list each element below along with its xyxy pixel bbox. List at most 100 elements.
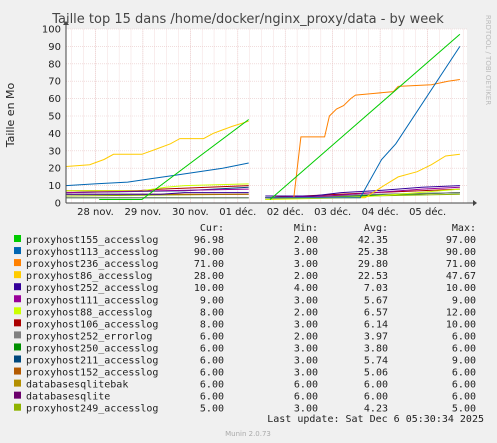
legend-swatch [14, 235, 21, 242]
x-tick-label: 29 nov. [125, 207, 162, 218]
series-line-proxyhost155_accesslog [269, 33, 461, 200]
series-line-proxyhost111_accesslog [65, 188, 249, 194]
legend-swatch [14, 355, 21, 363]
legend-max: 6.00 [452, 380, 476, 391]
y-tick-label: 100 [42, 25, 61, 36]
legend-name: proxyhost211_accesslog [26, 356, 158, 367]
legend-name: proxyhost88_accesslog [26, 307, 152, 318]
legend-swatch [14, 271, 21, 279]
legend-max: 97.00 [446, 235, 476, 246]
legend-max: 10.00 [446, 319, 476, 330]
legend-name: proxyhost113_accesslog [26, 247, 158, 258]
legend-avg: 22.53 [358, 271, 388, 282]
series-line-proxyhost86_accesslog [265, 153, 460, 199]
legend-swatch [14, 295, 21, 303]
legend-min: 2.00 [294, 271, 318, 282]
y-tick-label: 60 [48, 94, 61, 105]
series-line-proxyhost86_accesslog [65, 120, 249, 167]
legend-swatch [14, 391, 21, 399]
legend-name: proxyhost249_accesslog [26, 404, 158, 415]
legend-max: 12.00 [446, 307, 476, 318]
legend-name: proxyhost152_accesslog [26, 368, 158, 379]
legend-cur: 90.00 [194, 247, 224, 258]
legend-avg: 6.14 [364, 319, 388, 330]
legend-max: 10.00 [446, 283, 476, 294]
legend-avg: 4.23 [364, 404, 388, 415]
legend-name: proxyhost236_accesslog [26, 259, 158, 270]
legend-min: 4.00 [294, 283, 318, 294]
y-tick-label: 80 [48, 59, 61, 70]
legend-cur: 9.00 [200, 295, 224, 306]
legend-min: 3.00 [294, 343, 318, 354]
y-tick-label: 90 [48, 42, 61, 53]
last-update: Last update: Sat Dec 6 05:30:34 2025 [267, 414, 484, 425]
legend-min: 3.00 [294, 295, 318, 306]
legend-avg: 29.80 [358, 259, 388, 270]
legend-name: proxyhost86_accesslog [26, 271, 152, 282]
legend-header: Cur: [200, 223, 224, 234]
y-tick-label: 10 [48, 181, 61, 192]
x-tick-label: 28 nov. [77, 207, 114, 218]
legend-avg: 7.03 [364, 283, 388, 294]
legend-min: 2.00 [294, 331, 318, 342]
legend-max: 6.00 [452, 392, 476, 403]
legend-cur: 6.00 [200, 343, 224, 354]
legend-max: 5.00 [452, 404, 476, 415]
legend: Cur: Min: Avg: Max: proxyhost155_accesslog 96… [14, 223, 476, 415]
legend-swatch [14, 247, 21, 255]
legend-name: databasesqlite [26, 392, 110, 403]
legend-min: 3.00 [294, 356, 318, 367]
legend-swatch [14, 343, 21, 351]
legend-cur: 28.00 [194, 271, 224, 282]
legend-cur: 71.00 [194, 259, 224, 270]
legend-min: 6.00 [294, 380, 318, 391]
munin-version: Munin 2.0.73 [225, 430, 271, 438]
legend-max: 9.00 [452, 356, 476, 367]
legend-avg: 3.97 [364, 331, 388, 342]
legend-cur: 6.00 [200, 356, 224, 367]
legend-cur: 96.98 [194, 235, 224, 246]
legend-max: 71.00 [446, 259, 476, 270]
legend-avg: 6.57 [364, 307, 388, 318]
legend-cur: 5.00 [200, 404, 224, 415]
y-tick-label: 20 [48, 164, 61, 175]
legend-name: proxyhost111_accesslog [26, 295, 158, 306]
legend-name: proxyhost252_errorlog [26, 331, 152, 342]
legend-avg: 5.67 [364, 295, 388, 306]
x-axis-arrow [473, 200, 477, 206]
y-axis-label: Taille en Mo [4, 82, 17, 148]
y-tick-label: 40 [48, 129, 61, 140]
legend-cur: 6.00 [200, 392, 224, 403]
legend-swatch [14, 283, 21, 291]
x-tick-label: 05 déc. [409, 206, 446, 218]
legend-swatch [14, 331, 21, 339]
legend-avg: 5.74 [364, 356, 388, 367]
legend-swatch [14, 403, 21, 411]
y-tick-label: 0 [55, 199, 61, 210]
legend-avg: 42.35 [358, 235, 388, 246]
legend-max: 90.00 [446, 247, 476, 258]
legend-max: 6.00 [452, 343, 476, 354]
y-tick-label: 70 [48, 77, 61, 88]
x-tick-label: 30 nov. [172, 207, 209, 218]
legend-header: Min: [294, 223, 318, 234]
legend-name: proxyhost106_accesslog [26, 319, 158, 330]
legend-swatch [14, 379, 21, 387]
legend-avg: 6.00 [364, 392, 388, 403]
series-line-proxyhost236_accesslog [265, 79, 460, 199]
y-tick-label: 30 [48, 146, 61, 157]
legend-name: proxyhost155_accesslog [26, 235, 158, 246]
series-line-proxyhost88_accesslog [66, 183, 249, 192]
legend-max: 6.00 [452, 368, 476, 379]
legend-swatch [14, 307, 21, 315]
legend-min: 3.00 [294, 247, 318, 258]
legend-max: 47.67 [446, 271, 476, 282]
legend-min: 3.00 [294, 259, 318, 270]
legend-name: proxyhost252_accesslog [26, 283, 158, 294]
legend-avg: 25.38 [358, 247, 388, 258]
x-tick-label: 01 déc. [219, 206, 256, 218]
legend-min: 2.00 [294, 307, 318, 318]
legend-swatch [14, 259, 21, 267]
series-line-proxyhost113_accesslog [265, 46, 461, 199]
